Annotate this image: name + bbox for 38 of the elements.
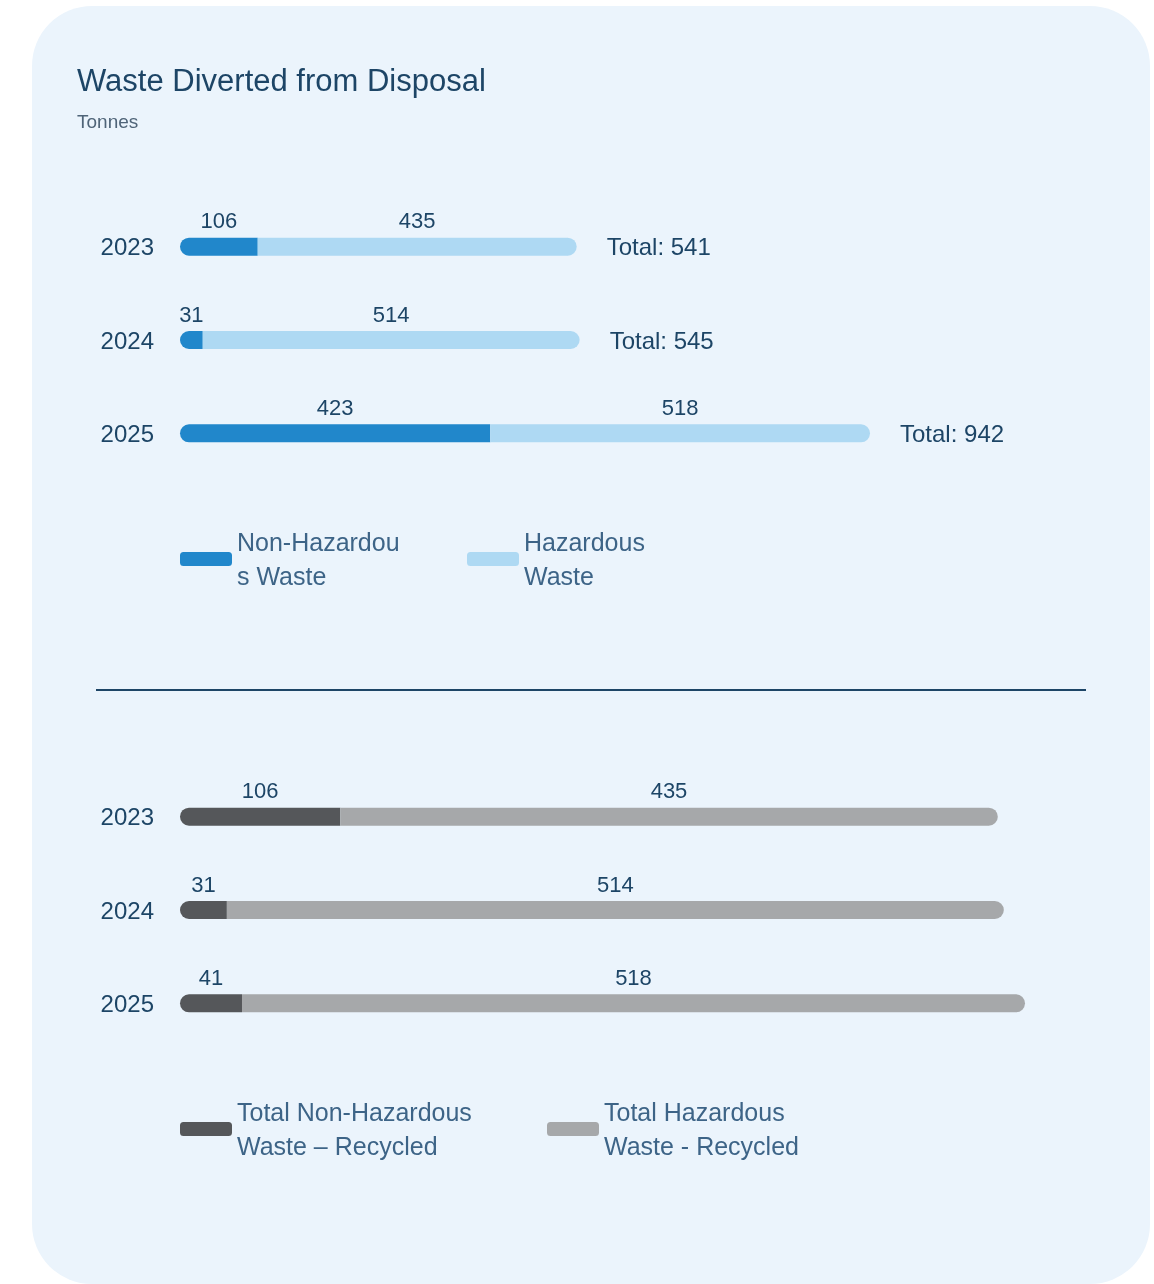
data-label: 435 xyxy=(398,208,436,234)
data-label: 41 xyxy=(198,964,224,990)
bar xyxy=(180,807,341,826)
legend-label: Total Hazardous Waste - Recycled xyxy=(604,1098,799,1160)
data-label: 31 xyxy=(191,871,216,897)
chart-subtitle: Tonnes xyxy=(77,111,139,132)
data-label: 435 xyxy=(650,778,688,804)
legend-label: Non-Hazardous Waste xyxy=(237,528,400,590)
bar xyxy=(241,994,1025,1013)
data-label: 518 xyxy=(661,394,699,420)
y-tick-label: 2023 xyxy=(100,233,154,261)
legend-label: Total Non-Hazardous Waste – Recycled xyxy=(237,1098,479,1160)
y-tick-label: 2024 xyxy=(100,326,154,354)
bar xyxy=(340,807,998,826)
data-label: 514 xyxy=(596,871,634,897)
total-label: Total: 942 xyxy=(900,419,1005,447)
y-tick-label: 2025 xyxy=(100,419,154,447)
bar xyxy=(226,901,1004,919)
bar xyxy=(180,424,491,443)
total-label: Total: 545 xyxy=(609,326,714,354)
data-label: 514 xyxy=(372,301,410,327)
bar xyxy=(180,237,258,256)
chart-title: Waste Diverted from Disposal xyxy=(77,63,486,98)
bar xyxy=(202,331,580,349)
y-tick-label: 2024 xyxy=(100,896,154,924)
data-label: 106 xyxy=(200,208,238,234)
data-label: 518 xyxy=(615,964,652,990)
data-label: 423 xyxy=(316,394,354,420)
data-label: 106 xyxy=(241,778,279,804)
bar xyxy=(180,994,242,1013)
data-label: 31 xyxy=(179,301,204,327)
y-tick-label: 2023 xyxy=(100,803,154,831)
bar xyxy=(490,424,870,443)
total-label: Total: 541 xyxy=(606,233,711,261)
bar xyxy=(180,901,227,919)
bar xyxy=(257,237,577,256)
y-tick-label: 2025 xyxy=(100,989,154,1017)
legend-label: Hazardous Waste xyxy=(524,528,652,590)
